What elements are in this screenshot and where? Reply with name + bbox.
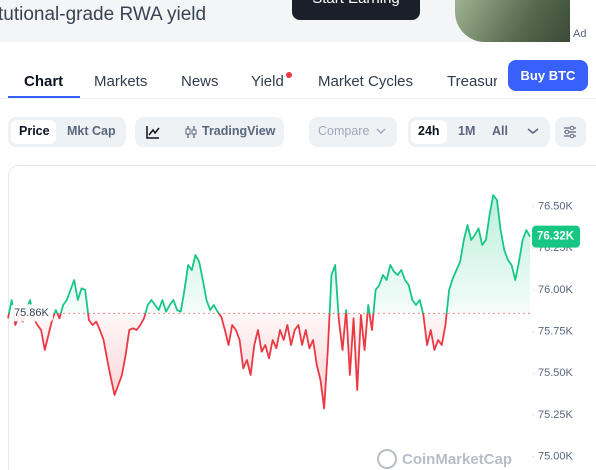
chevron [376, 128, 386, 135]
watermark: CoinMarketCap [402, 451, 512, 468]
new-dot [286, 72, 292, 78]
mktcap-button[interactable]: Mkt Cap [67, 124, 116, 138]
tab[interactable]: Yield [251, 73, 284, 90]
baseline-label-bg [11, 304, 53, 322]
range-button[interactable]: 24h [418, 124, 440, 138]
range-button[interactable]: All [492, 124, 508, 138]
tab[interactable]: Markets [94, 73, 148, 90]
chart-frame [8, 165, 596, 470]
price-button[interactable]: Price [19, 124, 50, 138]
y-tick-label: 75.50K [538, 367, 574, 379]
tab[interactable]: Chart [24, 73, 64, 90]
settings-icon [564, 125, 576, 139]
tab-underline [8, 96, 80, 99]
tab-divider [0, 98, 596, 99]
ad-label: Ad [573, 28, 587, 40]
y-tick-label: 75.00K [538, 451, 574, 463]
baseline-label: 75.86K [14, 307, 50, 319]
banner-button[interactable]: Start Earning [292, 0, 420, 20]
tab[interactable]: News [181, 73, 219, 90]
candle-icon [185, 126, 197, 138]
compare-button[interactable]: Compare [318, 124, 370, 138]
tab[interactable]: Treasur [447, 73, 497, 90]
buy-button[interactable]: Buy BTC [508, 60, 588, 91]
price-line [7, 194, 531, 410]
y-tick-label: 75.25K [538, 409, 574, 421]
y-tick-label: 75.75K [538, 326, 574, 338]
range-button[interactable]: 1M [458, 124, 476, 138]
tab[interactable]: Market Cycles [318, 73, 414, 90]
watermark-logo [377, 449, 397, 469]
y-tick-label: 76.00K [538, 284, 574, 296]
banner-text: tutional-grade RWA yield [0, 4, 207, 25]
range-selected [411, 120, 447, 144]
line-icon[interactable] [145, 124, 161, 140]
last-price-tag [532, 225, 580, 248]
toggle-selected [11, 120, 56, 144]
range-chevron[interactable] [527, 127, 539, 135]
banner: tutional-grade RWA yield Start Earning [0, 0, 570, 42]
chart-style [135, 117, 284, 147]
y-tick-label: 76.50K [538, 201, 574, 213]
banner-image [455, 0, 570, 42]
tradingview-button[interactable]: TradingView [202, 124, 276, 138]
last-price-label: 76.32K [537, 231, 575, 243]
